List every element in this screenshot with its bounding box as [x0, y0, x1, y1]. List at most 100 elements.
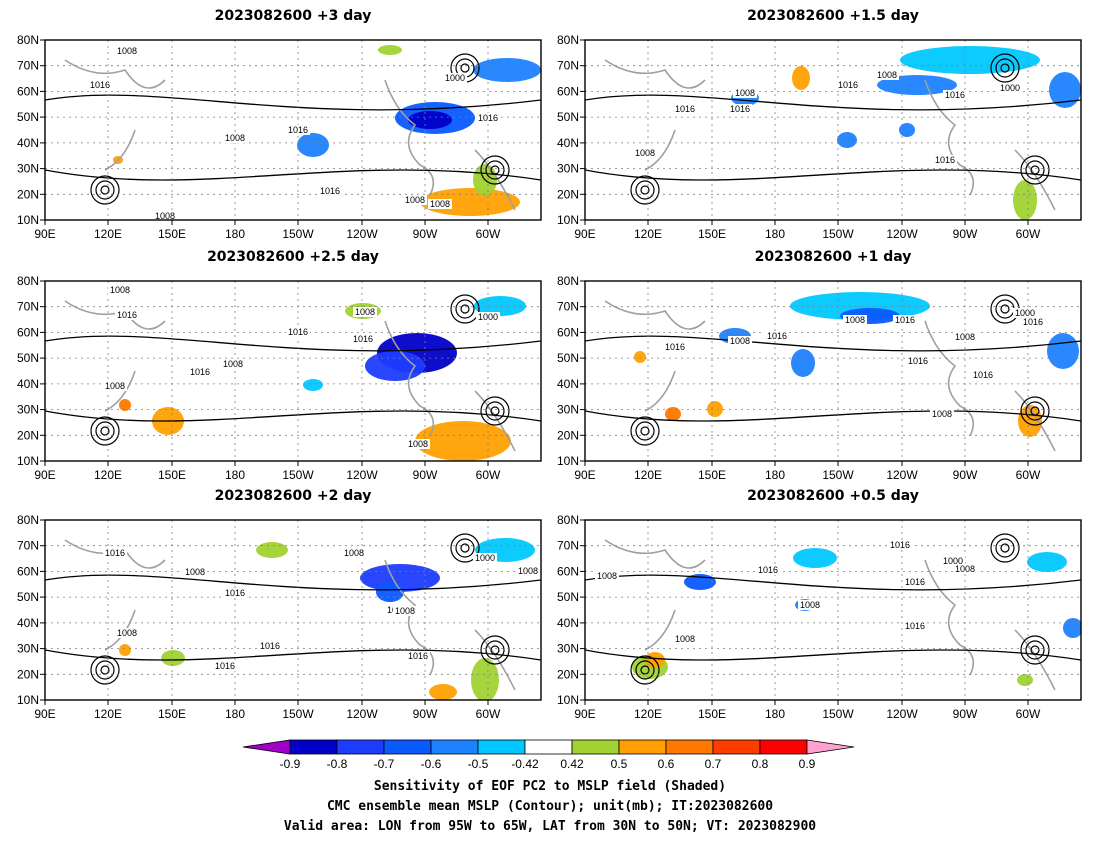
y-tick-label: 60N [17, 564, 39, 578]
contour-label-bg [765, 331, 789, 341]
sensitivity-shading [415, 421, 511, 461]
colorbar-bin [430, 739, 479, 755]
isobar-ring [450, 533, 480, 563]
isobar-ring [480, 396, 510, 426]
isobar [585, 649, 1081, 661]
isobar-ring [480, 635, 510, 665]
y-tick-label: 30N [17, 162, 39, 176]
isobar-ring [990, 533, 1020, 563]
contour-label: 1016 [908, 356, 928, 366]
map-frame [44, 280, 542, 462]
panel-title: 2023082600 +1.5 day [747, 8, 919, 24]
contour-label: 1016 [890, 540, 910, 550]
y-tick-label: 10N [17, 213, 39, 227]
colorbar-bin [383, 739, 432, 755]
contour-label-bg [223, 133, 247, 143]
contour-label-bg [953, 564, 977, 574]
isobar-ring [635, 660, 655, 680]
y-tick-label: 30N [557, 642, 579, 656]
contour-label: 1016 [1023, 317, 1043, 327]
contour-label: 1008 [877, 70, 897, 80]
y-tick-label: 20N [17, 187, 39, 201]
contour-label-bg [663, 342, 687, 352]
isobar-ring [1025, 160, 1045, 180]
contour-label-bg [998, 83, 1022, 93]
x-tick-label: 150E [698, 468, 726, 482]
contour-label: 1016 [225, 588, 245, 598]
x-tick-label: 90W [953, 468, 978, 482]
y-tick-label: 50N [17, 590, 39, 604]
contour-label-bg [476, 113, 500, 123]
contour-label-bg [115, 628, 139, 638]
contour-label-bg [428, 199, 452, 209]
contour-label-bg [941, 556, 965, 566]
x-tick-label: 90W [413, 468, 438, 482]
isobar [585, 169, 1081, 181]
colorbar-tick-label: 0.9 [799, 757, 816, 771]
isobar [585, 335, 1081, 352]
isobar-ring [490, 165, 500, 175]
sensitivity-shading [471, 658, 499, 700]
y-tick-label: 80N [17, 33, 39, 47]
sensitivity-shading [707, 401, 723, 417]
map-frame [44, 39, 542, 221]
coastline [64, 59, 516, 211]
map-panel: 2023082600 +1.5 day 1008 1016 1016 1008 1016 1… [557, 8, 1082, 241]
contour-label: 1008 [223, 359, 243, 369]
colorbar-tick-label: 0.8 [752, 757, 769, 771]
colorbar-tick-label: -0.6 [421, 757, 442, 771]
y-tick-label: 30N [17, 642, 39, 656]
contour-label: 1008 [185, 567, 205, 577]
isobar-ring [1030, 406, 1040, 416]
contour-label: 1008 [675, 634, 695, 644]
contour-label: 1000 [445, 73, 465, 83]
coastline [604, 300, 1056, 452]
y-tick-label: 70N [17, 59, 39, 73]
sensitivity-shading [473, 58, 541, 82]
x-tick-label: 150E [698, 227, 726, 241]
contour-label-bg [351, 334, 375, 344]
sensitivity-shading [119, 644, 131, 656]
contour-label: 1000 [475, 553, 495, 563]
contour-label: 1000 [478, 312, 498, 322]
y-tick-label: 70N [557, 300, 579, 314]
colorbar-bin [336, 739, 385, 755]
sensitivity-shading [161, 650, 185, 666]
y-tick-label: 20N [557, 187, 579, 201]
sensitivity-shading [297, 133, 329, 157]
contour-label: 1016 [320, 186, 340, 196]
caption-line: Valid area: LON from 95W to 65W, LAT fro… [284, 819, 816, 834]
x-tick-label: 180 [765, 227, 785, 241]
contour-label-bg [875, 70, 899, 80]
contour-label-bg [953, 332, 977, 342]
contour-label-bg [1013, 308, 1037, 318]
contour-label: 1016 [90, 80, 110, 90]
map-panel: 2023082600 +3 day 1008 1016 1000 1016 1008 101… [17, 8, 542, 241]
contour-label-bg [103, 381, 127, 391]
map-frame [584, 280, 1082, 462]
contour-label-bg [153, 211, 177, 220]
contour-label-bg [673, 634, 697, 644]
x-tick-label: 120W [346, 707, 378, 721]
sensitivity-shading [837, 132, 857, 148]
x-tick-label: 120W [886, 227, 918, 241]
x-tick-label: 120E [634, 707, 662, 721]
isobar-ring [630, 655, 660, 685]
sensitivity-shading [1047, 333, 1079, 369]
x-tick-label: 150W [822, 707, 854, 721]
contour-label-bg [903, 577, 927, 587]
x-tick-label: 60W [1016, 468, 1041, 482]
isobar-ring [95, 180, 115, 200]
isobar [45, 94, 541, 111]
sensitivity-shading [303, 379, 323, 391]
sensitivity-shading [793, 548, 837, 568]
contour-label-bg [798, 600, 822, 610]
contour-label-bg [88, 80, 112, 90]
sensitivity-shading [119, 399, 131, 411]
contour-label-bg [342, 548, 366, 558]
isobar-ring [1020, 155, 1050, 185]
x-tick-label: 90E [574, 468, 595, 482]
y-tick-label: 10N [557, 213, 579, 227]
contour-label: 1008 [597, 571, 617, 581]
